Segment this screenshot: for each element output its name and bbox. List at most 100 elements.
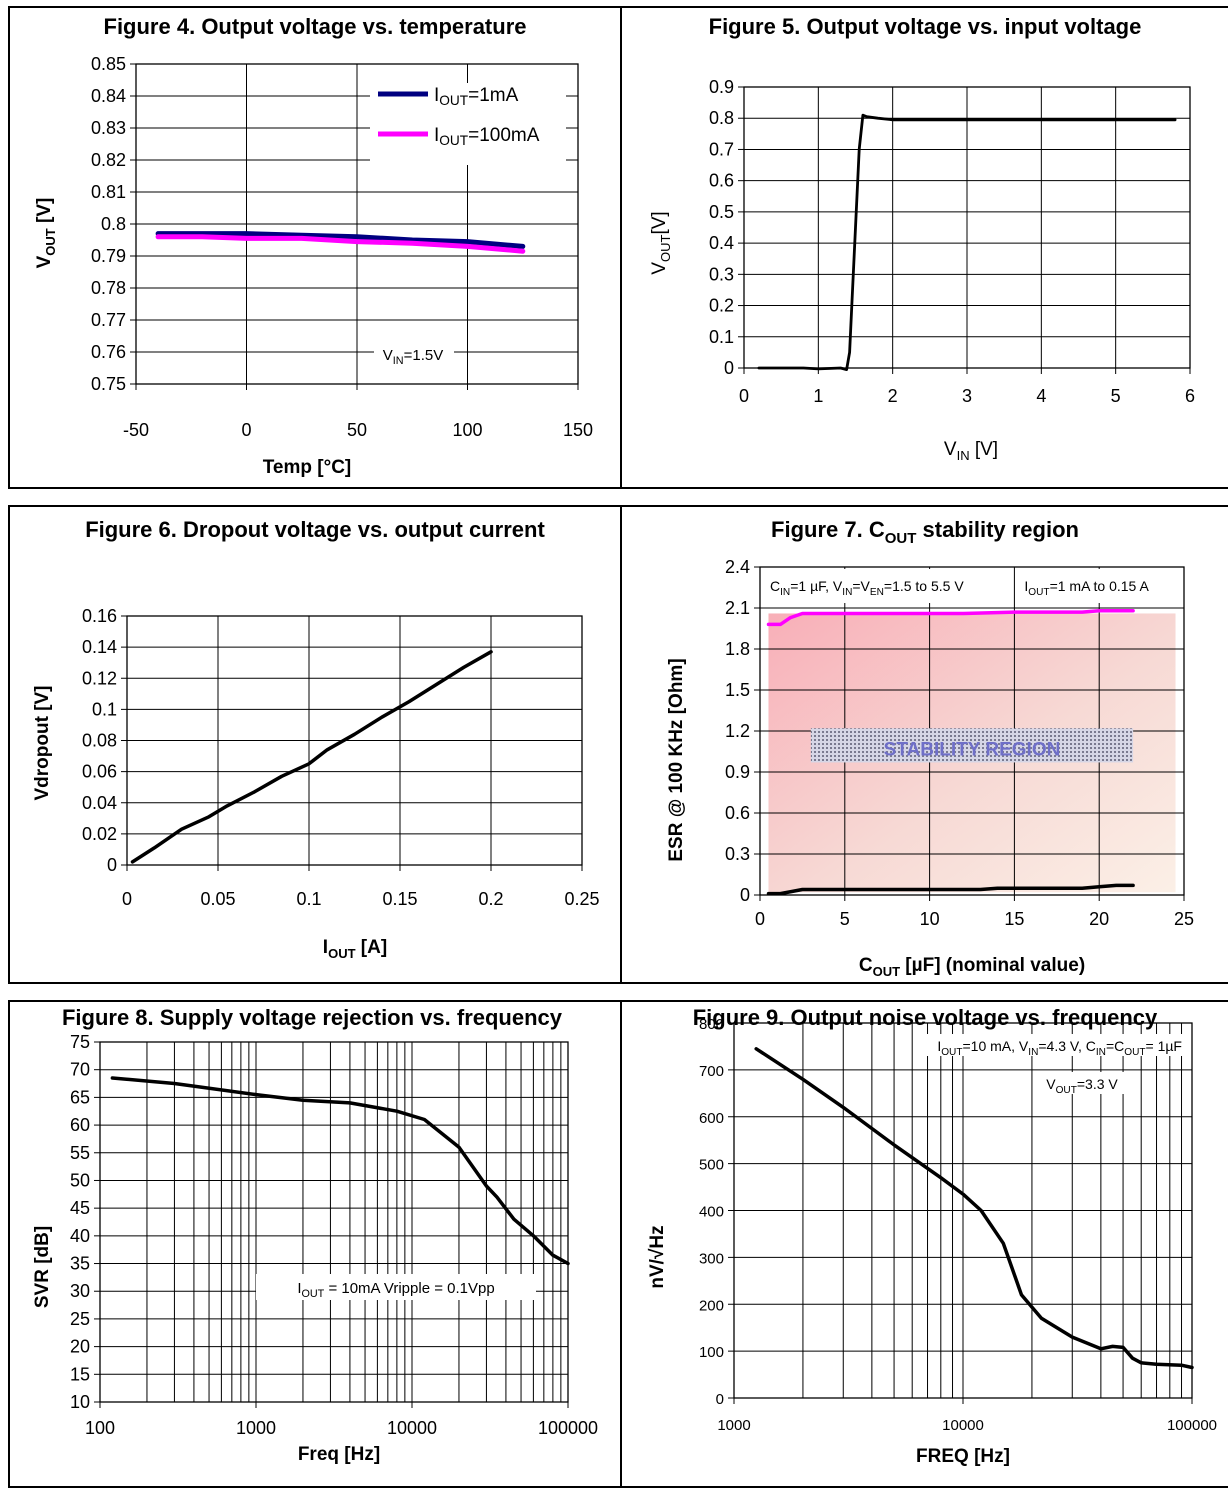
figure-5-chart: Figure 5. Output voltage vs. input volta… (649, 14, 1195, 463)
y-tick-label: 0.6 (725, 803, 750, 823)
y-tick-label: 500 (699, 1157, 724, 1174)
figure-7-panel: Figure 7. COUT stability region 0 0.3 0.6 0… (622, 507, 1228, 982)
x-tick-label: 25 (1174, 909, 1194, 929)
frame-mid-1 (620, 6, 622, 489)
y-tick-label: 0.1 (92, 699, 117, 719)
y-tick-label: 0.16 (82, 606, 117, 626)
y-tick-label: 0.79 (91, 246, 126, 266)
plot-frame (99, 1041, 569, 1403)
current-note: IOUT=1 mA to 0.15 A (1024, 578, 1149, 598)
x-tick-label: 0.2 (478, 889, 503, 909)
frame-bottom-3 (8, 1486, 1228, 1488)
frame-left-3 (8, 1000, 10, 1488)
figure-4-title: Figure 4. Output voltage vs. temperature (104, 14, 527, 39)
y-tick-label: 60 (70, 1115, 90, 1135)
frame-top-2 (8, 505, 1228, 507)
y-tick-label: 15 (70, 1364, 90, 1384)
y-tick-label: 600 (699, 1110, 724, 1127)
figure-9-xlabel: FREQ [Hz] (916, 1446, 1010, 1467)
figure-6-ylabel: Vdropout [V] (32, 685, 53, 800)
series-line (766, 608, 1135, 627)
figure-9-chart: Figure 9. Output noise voltage vs. frequ… (647, 1005, 1217, 1467)
y-tick-label: 200 (699, 1297, 724, 1314)
figure-7-plot: 0 0.3 0.6 0.9 1.2 1.5 1.8 2.1 2.4 0 5 10 15 20 25 STABI… (725, 557, 1194, 929)
x-tick-label: 20 (1089, 909, 1109, 929)
frame-bottom-2 (8, 982, 1228, 984)
y-tick-label: 0.1 (709, 327, 734, 347)
y-tick-label: 35 (70, 1254, 90, 1274)
figure-5-xlabel: VIN [V] (944, 439, 998, 463)
vout-note: VOUT=3.3 V (1046, 1076, 1118, 1096)
note-left-box (914, 1034, 1184, 1056)
legend-label: IOUT=1mA (434, 85, 519, 108)
y-tick-label: 0.81 (91, 182, 126, 202)
y-tick-label: 20 (70, 1337, 90, 1357)
y-tick-label: 0.08 (82, 731, 117, 751)
x-tick-label: 0.15 (382, 889, 417, 909)
x-tick-label: 6 (1185, 386, 1195, 406)
x-tick-label: 0 (739, 386, 749, 406)
x-tick-label: 0 (122, 889, 132, 909)
series-line (155, 234, 526, 254)
y-tick-label: 0.77 (91, 310, 126, 330)
figure-6-chart: Figure 6. Dropout voltage vs. output cur… (32, 517, 600, 961)
series-line (766, 883, 1135, 896)
plot-frame (126, 615, 583, 866)
series-line (754, 1047, 1194, 1370)
legend-box (370, 83, 566, 165)
y-tick-label: 1.2 (725, 721, 750, 741)
figure-5-ylabel: VOUT[V] (649, 211, 673, 274)
y-tick-label: 0.2 (709, 296, 734, 316)
x-tick-label: 5 (840, 909, 850, 929)
figure-6-xlabel: IOUT [A] (323, 937, 387, 961)
x-tick-label: 5 (1111, 386, 1121, 406)
figure-5-title: Figure 5. Output voltage vs. input volta… (709, 14, 1142, 39)
figure-8-title: Figure 8. Supply voltage rejection vs. f… (62, 1005, 563, 1030)
y-tick-label: 0.04 (82, 793, 117, 813)
y-tick-label: 100 (699, 1344, 724, 1361)
y-tick-label: 0.5 (709, 202, 734, 222)
y-tick-label: 65 (70, 1087, 90, 1107)
conditions-note: CIN=1 µF, VIN=VEN=1.5 to 5.5 V (770, 578, 964, 598)
y-tick-label: 0.84 (91, 86, 126, 106)
iout-annotation: IOUT = 10mA Vripple = 0.1Vpp (297, 1280, 494, 1300)
stability-region-label: STABILITY REGION (884, 740, 1061, 761)
y-tick-label: 0 (724, 358, 734, 378)
x-tick-label: 1000 (236, 1418, 276, 1438)
y-tick-label: 10 (70, 1392, 90, 1412)
x-tick-label: 0.1 (296, 889, 321, 909)
y-tick-label: 1.5 (725, 680, 750, 700)
conditions-note: IOUT=10 mA, VIN=4.3 V, CIN=COUT= 1µF (937, 1038, 1182, 1058)
x-tick-label: 0.25 (564, 889, 599, 909)
figure-9-plot: 0 100 200 300 400 500 600 700 800 1000 10000 100000… (699, 1016, 1217, 1434)
y-tick-label: 45 (70, 1198, 90, 1218)
frame-top-3 (8, 1000, 1228, 1002)
y-tick-label: 0.3 (709, 264, 734, 284)
note-second-box (1034, 1072, 1130, 1094)
y-tick-label: 40 (70, 1226, 90, 1246)
figure-9-title: Figure 9. Output noise voltage vs. frequ… (693, 1005, 1158, 1030)
figure-6-title: Figure 6. Dropout voltage vs. output cur… (85, 517, 545, 542)
y-tick-label: 300 (699, 1250, 724, 1267)
figure-7-title: Figure 7. COUT stability region (771, 517, 1079, 547)
x-tick-label: -50 (123, 420, 149, 440)
y-tick-label: 0.12 (82, 668, 117, 688)
y-tick-label: 0.6 (709, 171, 734, 191)
note-left-box (762, 569, 1013, 603)
y-tick-label: 0.7 (709, 139, 734, 159)
figure-7-chart: Figure 7. COUT stability region 00.30.60… (666, 517, 1194, 979)
y-tick-label: 700 (699, 1063, 724, 1080)
y-tick-label: 400 (699, 1204, 724, 1221)
figure-6-plot: 0 0.02 0.04 0.06 0.08 0.1 0.12 0.14 0.16 0 0.05 0.1… (82, 606, 600, 909)
figure-9-ylabel: nV/√Hz (647, 1225, 668, 1288)
x-tick-label: 4 (1036, 386, 1046, 406)
series-line (155, 231, 526, 249)
frame-bottom-1 (8, 487, 1228, 489)
figure-8-chart: Figure 8. Supply voltage rejection vs. f… (32, 1005, 598, 1465)
y-tick-label: 0.76 (91, 342, 126, 362)
legend-label: IOUT=100mA (434, 125, 540, 148)
figure-5-plot: 0 0.1 0.2 0.3 0.4 0.5 0.6 0.7 0.8 0.9 0 1 2 3 4 5 6 (709, 77, 1195, 406)
y-tick-label: 0.8 (101, 214, 126, 234)
y-tick-label: 0.85 (91, 54, 126, 74)
y-tick-label: 0.83 (91, 118, 126, 138)
